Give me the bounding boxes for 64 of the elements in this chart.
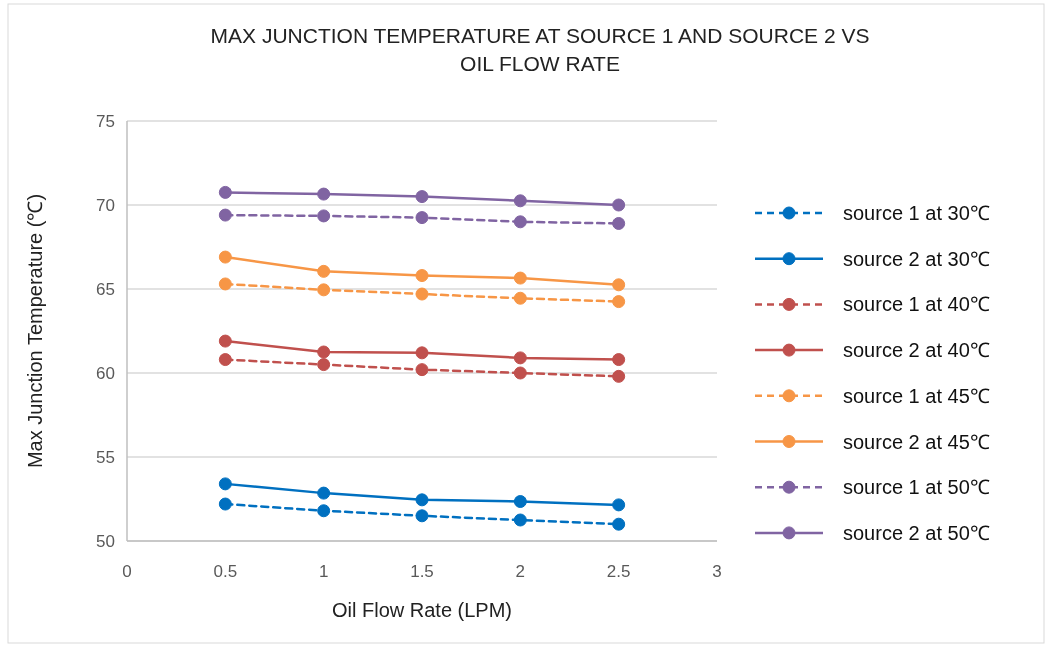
point (612, 295, 626, 309)
point (415, 363, 429, 377)
point (513, 291, 527, 305)
point (218, 208, 232, 222)
point (317, 345, 331, 359)
point (415, 346, 429, 360)
point (317, 283, 331, 297)
point (317, 264, 331, 278)
point (317, 358, 331, 372)
x-tick-label: 1 (318, 562, 329, 581)
point (218, 497, 232, 511)
legend-label: source 2 at 40℃ (843, 339, 990, 362)
point (612, 369, 626, 383)
x-tick-label: 2 (515, 562, 526, 581)
point (513, 495, 527, 509)
point (415, 211, 429, 225)
x-tick-label: 0 (122, 562, 132, 581)
legend-label: source 2 at 45℃ (843, 430, 990, 453)
point (415, 190, 429, 204)
point (612, 198, 626, 212)
point (415, 269, 429, 283)
point (612, 517, 626, 531)
point (513, 351, 527, 365)
point (415, 509, 429, 523)
point (513, 366, 527, 380)
point (317, 504, 331, 518)
legend-label: source 1 at 45℃ (843, 384, 990, 407)
point (218, 250, 232, 264)
point (612, 278, 626, 292)
point (218, 334, 232, 348)
y-tick-label: 55 (96, 447, 115, 467)
point (218, 277, 232, 291)
point (317, 486, 331, 500)
y-tick-label: 50 (96, 531, 115, 551)
y-axis-title: Max Junction Temperature (℃) (24, 193, 46, 469)
legend-label: source 2 at 30℃ (843, 247, 990, 270)
point (317, 209, 331, 223)
legend-label: source 1 at 30℃ (843, 202, 990, 224)
x-tick-label: 1.5 (410, 562, 434, 581)
y-tick-label: 60 (96, 363, 115, 383)
point (218, 353, 232, 367)
point (218, 477, 232, 491)
point (612, 353, 626, 367)
chart-title: MAX JUNCTION TEMPERATURE AT SOURCE 1 AND SOURCE 2 VS OIL FLOW RATE (209, 23, 871, 77)
point (218, 185, 232, 199)
point (612, 216, 626, 230)
x-tick-label: 0.5 (213, 562, 238, 581)
y-tick-label: 65 (96, 279, 115, 299)
point (513, 194, 527, 208)
legend-label: source 2 at 50℃ (843, 521, 990, 544)
x-tick-label: 2.5 (606, 562, 631, 581)
point (612, 498, 626, 512)
point (415, 287, 429, 301)
point (513, 271, 527, 285)
legend-label: source 1 at 50℃ (843, 476, 990, 499)
legend-label: source 1 at 40℃ (843, 293, 990, 316)
x-axis-title: Oil Flow Rate (LPM) (331, 599, 513, 621)
point (513, 215, 527, 229)
x-tick-label: 3 (712, 562, 722, 581)
point (317, 187, 331, 201)
point (415, 493, 429, 507)
point (513, 513, 527, 527)
y-tick-label: 70 (96, 195, 115, 215)
y-tick-label: 75 (96, 111, 115, 131)
